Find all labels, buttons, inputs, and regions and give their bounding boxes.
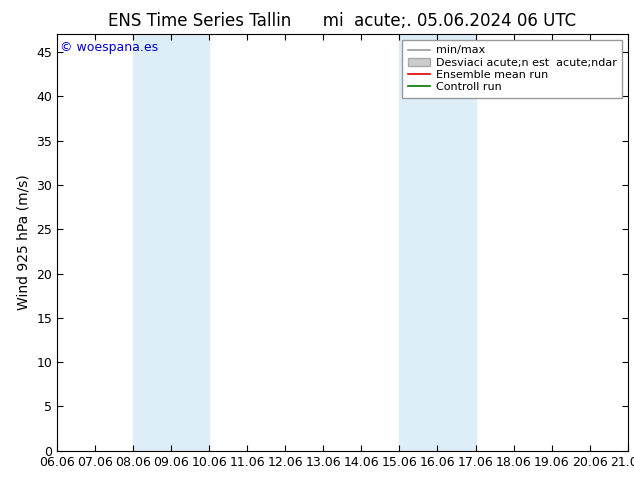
- Title: ENS Time Series Tallin      mi  acute;. 05.06.2024 06 UTC: ENS Time Series Tallin mi acute;. 05.06.…: [108, 12, 576, 30]
- Legend: min/max, Desviaci acute;n est  acute;ndar, Ensemble mean run, Controll run: min/max, Desviaci acute;n est acute;ndar…: [403, 40, 622, 98]
- Bar: [133, 34, 209, 451]
- Y-axis label: Wind 925 hPa (m/s): Wind 925 hPa (m/s): [16, 174, 31, 311]
- Text: © woespana.es: © woespana.es: [60, 41, 158, 53]
- Bar: [399, 34, 476, 451]
